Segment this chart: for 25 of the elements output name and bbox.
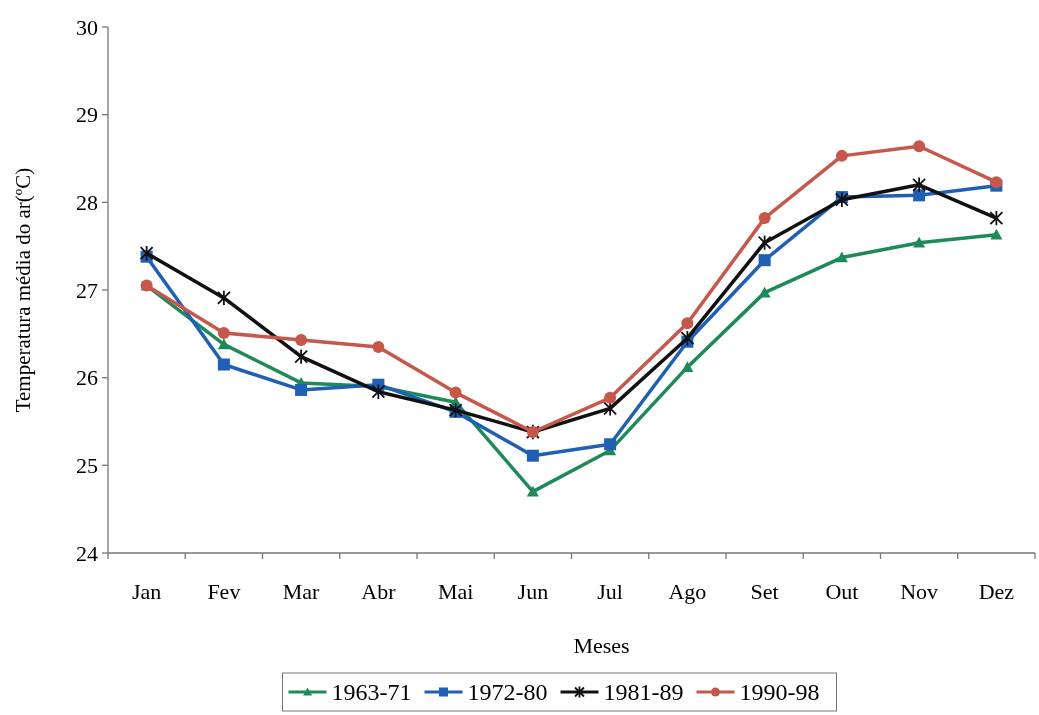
legend-label: 1990-98 xyxy=(739,679,820,706)
y-tick-label: 24 xyxy=(76,540,98,566)
y-tick-label: 25 xyxy=(76,453,98,479)
x-tick-label: Set xyxy=(750,579,779,604)
x-tick-label: Jul xyxy=(597,579,623,604)
y-tick-label: 28 xyxy=(76,190,98,216)
x-tick-label: Abr xyxy=(361,579,397,604)
y-tick-label: 26 xyxy=(76,365,98,391)
x-tick-label: Fev xyxy=(207,579,241,604)
x-tick-label: Mar xyxy=(282,579,321,604)
x-tick-label: Nov xyxy=(900,579,939,604)
legend-label: 1963-71 xyxy=(331,679,412,706)
x-tick-label: Jun xyxy=(517,579,549,604)
legend-label: 1972-80 xyxy=(467,679,548,706)
x-tick-label: Ago xyxy=(668,579,707,604)
x-tick-label: Jan xyxy=(131,579,162,604)
legend-label: 1981-89 xyxy=(603,679,684,706)
x-tick-label: Dez xyxy=(978,579,1015,604)
x-axis-title: Meses xyxy=(573,633,630,658)
y-axis-title: Temperatura média do ar(ºC) xyxy=(11,167,35,413)
x-tick-label: Out xyxy=(825,579,859,604)
y-tick-label: 27 xyxy=(76,277,98,303)
y-tick-label: 29 xyxy=(76,102,98,128)
y-tick-label: 30 xyxy=(76,14,98,40)
x-tick-label: Mai xyxy=(437,579,474,604)
